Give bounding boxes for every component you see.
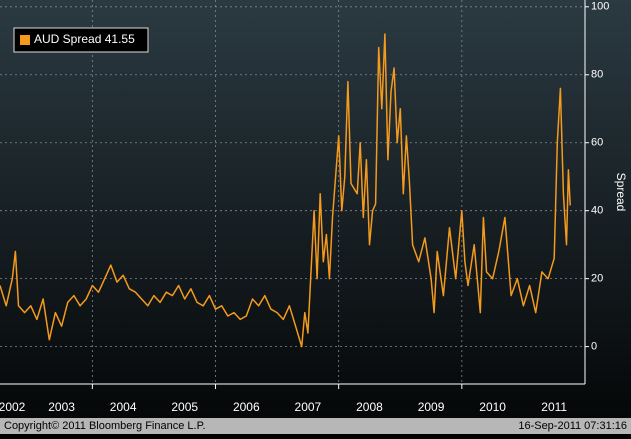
legend-name: AUD Spread [34, 32, 101, 46]
x-tick-label: 2011 [541, 400, 567, 414]
footer-bar [0, 418, 631, 434]
x-tick-label: 2005 [171, 400, 198, 414]
y-tick-label: 60 [591, 137, 603, 149]
x-tick-label: 2006 [233, 400, 260, 414]
data-line [0, 33, 571, 348]
y-tick-label: 80 [591, 69, 603, 81]
legend-swatch [20, 35, 30, 45]
legend-box [13, 27, 149, 53]
legend: AUD Spread 41.55 [13, 27, 149, 53]
x-tick-label: 2010 [479, 400, 506, 414]
x-tick-label: 2008 [356, 400, 383, 414]
y-tick-label: 20 [591, 273, 603, 285]
x-tick-label: 2007 [295, 400, 322, 414]
y-tick-label: 0 [591, 341, 597, 353]
legend-value: 41.55 [105, 32, 135, 46]
x-tick-label: 2004 [110, 400, 137, 414]
y-tick-label: 40 [591, 205, 603, 217]
x-tick-label: 2009 [418, 400, 445, 414]
legend-text: AUD Spread 41.55 [34, 32, 135, 46]
x-tick-label: 2003 [48, 400, 75, 414]
footer-left: Copyright© 2011 Bloomberg Finance L.P. [4, 420, 206, 432]
y-axis-label: Spread [614, 173, 628, 212]
footer-right: 16-Sep-2011 07:31:16 [518, 420, 627, 432]
y-tick-label: 100 [591, 1, 609, 13]
plot-background [0, 0, 631, 418]
x-tick-label: 2002 [0, 400, 26, 414]
